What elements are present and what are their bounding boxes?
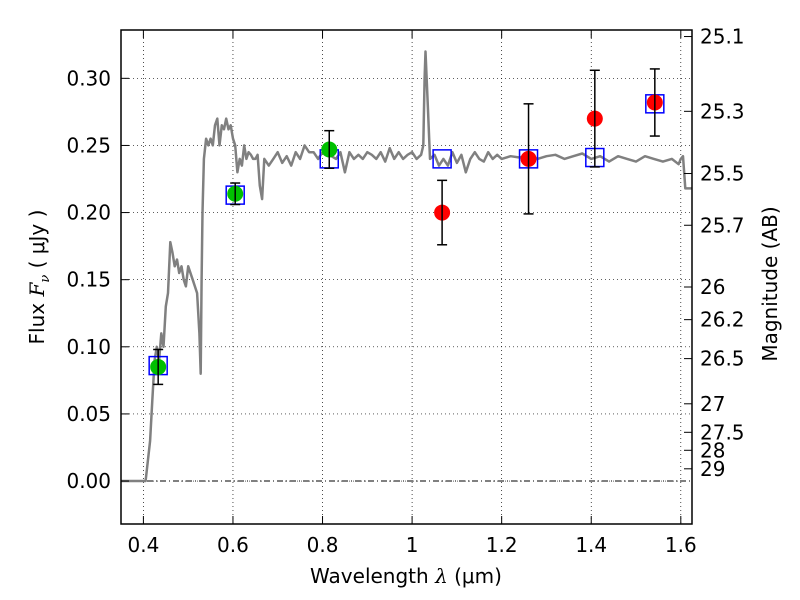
y-axis-title: Flux Fν ( μJy ): [25, 210, 53, 345]
y2-axis-title: Magnitude (AB): [758, 206, 782, 361]
model-photometry-square: [432, 149, 452, 169]
x-tick-label: 1: [406, 533, 419, 557]
y2-tick-label: 25.5: [700, 162, 745, 186]
y2-tick-label: 26.2: [700, 308, 745, 332]
y2-tick-label: 27: [700, 392, 725, 416]
y-tick-label: 0.30: [66, 66, 111, 90]
y2-tick-label: 27.5: [700, 420, 745, 444]
y2-tick-label: 29: [700, 457, 725, 481]
y-tick-label: 0.05: [66, 402, 111, 426]
y-axis: 0.00 0.05 0.10 0.15 0.20 0.25 0.30: [66, 66, 129, 493]
model-spectrum-line: [121, 50, 692, 483]
y2-tick-label: 25.3: [700, 99, 745, 123]
x-tick-label: 1.4: [575, 533, 607, 557]
x-tick-label: 1.6: [665, 533, 697, 557]
y2-tick-label: 26: [700, 275, 725, 299]
x-tick-label: 0.6: [217, 533, 249, 557]
y2-tick-label: 28: [700, 438, 725, 462]
y-tick-label: 0.25: [66, 133, 111, 157]
y-tick-label: 0.20: [66, 201, 111, 225]
x-axis-title: Wavelength λ (μm): [310, 564, 502, 588]
plot-area: [121, 50, 692, 483]
y-tick-label: 0.10: [66, 335, 111, 359]
x-axis: 0.4 0.6 0.8 1 1.2 1.4 1.6: [127, 30, 697, 557]
y2-tick-label: 25.1: [700, 25, 745, 49]
y-tick-label: 0.15: [66, 268, 111, 292]
grid-lines: [121, 30, 692, 524]
y2-tick-label: 25.7: [700, 213, 745, 237]
y-tick-label: 0.00: [66, 469, 111, 493]
axes-frame: [120, 29, 693, 525]
x-tick-label: 1.2: [486, 533, 518, 557]
x-tick-label: 0.4: [127, 533, 159, 557]
x-tick-label: 0.8: [307, 533, 339, 557]
y2-tick-label: 26.5: [700, 347, 745, 371]
